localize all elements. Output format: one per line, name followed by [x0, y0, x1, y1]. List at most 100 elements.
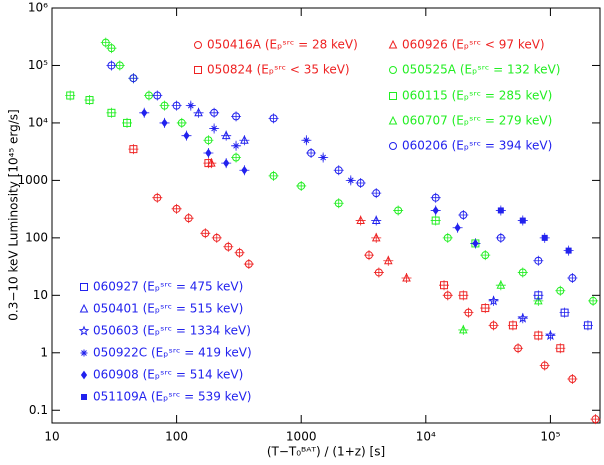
data-point — [347, 176, 355, 184]
data-point — [454, 223, 461, 233]
data-point — [560, 308, 569, 317]
y-axis-title: 0.3−10 keV Luminosity [10⁴⁵ erg/s] — [7, 109, 21, 321]
data-point — [534, 256, 543, 265]
legend-marker — [194, 66, 202, 74]
data-point — [489, 321, 498, 330]
data-point — [172, 204, 181, 213]
legend-label: 050401 (Eₚˢʳᶜ = 515 keV) — [93, 302, 243, 316]
data-point — [269, 171, 278, 180]
data-point — [568, 274, 577, 283]
data-point — [431, 193, 440, 202]
data-point — [481, 251, 490, 260]
data-point — [432, 206, 439, 215]
data-point — [153, 193, 162, 202]
data-point — [85, 96, 94, 105]
data-point — [508, 321, 517, 330]
data-point — [519, 217, 526, 224]
data-point — [472, 239, 479, 248]
data-point — [334, 166, 343, 175]
data-point — [534, 295, 543, 305]
data-point — [207, 157, 216, 167]
data-point — [210, 108, 219, 117]
y-tick-label: 100 — [25, 230, 48, 244]
data-point — [556, 344, 565, 353]
data-point — [307, 148, 316, 157]
data-point — [123, 118, 132, 127]
plot-frame — [51, 7, 601, 424]
data-point — [232, 153, 241, 162]
x-tick-label: 100 — [165, 430, 188, 444]
data-point — [440, 281, 449, 290]
data-point — [66, 91, 75, 100]
data-point — [160, 101, 169, 110]
data-point — [534, 291, 543, 300]
data-point — [101, 38, 110, 47]
data-point — [141, 108, 148, 118]
legend-label: 050824 (Eₚˢʳᶜ < 35 keV) — [207, 63, 350, 77]
data-point — [488, 295, 499, 306]
data-point — [356, 179, 365, 188]
legend-marker — [389, 142, 397, 150]
data-point — [232, 112, 241, 121]
data-point — [334, 199, 343, 208]
data-point — [356, 215, 365, 225]
data-point — [518, 268, 527, 277]
data-point — [223, 158, 230, 168]
data-point — [556, 286, 565, 295]
data-point — [129, 145, 138, 154]
y-tick-label: 1000 — [17, 173, 48, 187]
data-point — [496, 233, 505, 242]
data-point — [224, 242, 233, 251]
data-point — [534, 331, 543, 340]
data-point — [235, 248, 244, 257]
data-point — [371, 215, 381, 225]
data-point — [177, 118, 186, 127]
legend-label: 050416A (Eₚˢʳᶜ = 28 keV) — [207, 38, 358, 52]
data-point — [241, 165, 248, 175]
data-point — [591, 415, 600, 424]
data-point — [541, 234, 548, 241]
x-tick-label: 10⁴ — [416, 430, 436, 444]
data-point — [365, 251, 374, 260]
legend-label: 060707 (Eₚˢʳᶜ = 279 keV) — [402, 114, 552, 128]
y-tick-label: 10⁴ — [28, 115, 48, 129]
data-point — [402, 272, 411, 282]
data-point — [302, 136, 310, 144]
data-point — [187, 102, 195, 110]
data-point — [497, 207, 504, 214]
legend-label: 051109A (Eₚˢʳᶜ = 539 keV) — [93, 390, 251, 404]
data-point — [568, 374, 577, 383]
data-point — [517, 312, 529, 323]
legend-label: 050922C (Eₚˢʳᶜ = 419 keV) — [93, 346, 252, 360]
legend-marker — [389, 66, 397, 74]
data-point — [183, 131, 190, 141]
data-point — [184, 214, 193, 223]
data-point — [201, 229, 210, 238]
data-point — [372, 189, 381, 198]
data-point — [464, 308, 473, 317]
data-point — [383, 255, 393, 265]
data-point — [240, 135, 249, 144]
data-point — [194, 107, 203, 117]
legend-marker — [80, 349, 88, 357]
x-tick-label: 10 — [44, 430, 59, 444]
data-point — [107, 61, 116, 70]
data-point — [319, 154, 327, 162]
data-point — [565, 247, 572, 254]
data-point — [459, 324, 468, 334]
data-point — [589, 296, 598, 305]
data-point — [129, 74, 138, 83]
data-point — [205, 148, 212, 158]
legend-label: 060927 (Eₚˢʳᶜ = 475 keV) — [93, 280, 243, 294]
legend-marker — [388, 115, 398, 125]
legend-marker — [81, 394, 87, 400]
legend-label: 060115 (Eₚˢʳᶜ = 285 keV) — [402, 89, 552, 103]
data-point — [394, 206, 403, 215]
data-point — [210, 124, 218, 132]
x-axis-title: (T−T₀ᴮᴬᵀ) / (1+z) [s] — [267, 445, 385, 459]
data-point — [459, 210, 468, 219]
data-point — [540, 361, 549, 370]
data-point — [514, 344, 523, 353]
data-point — [374, 268, 383, 277]
